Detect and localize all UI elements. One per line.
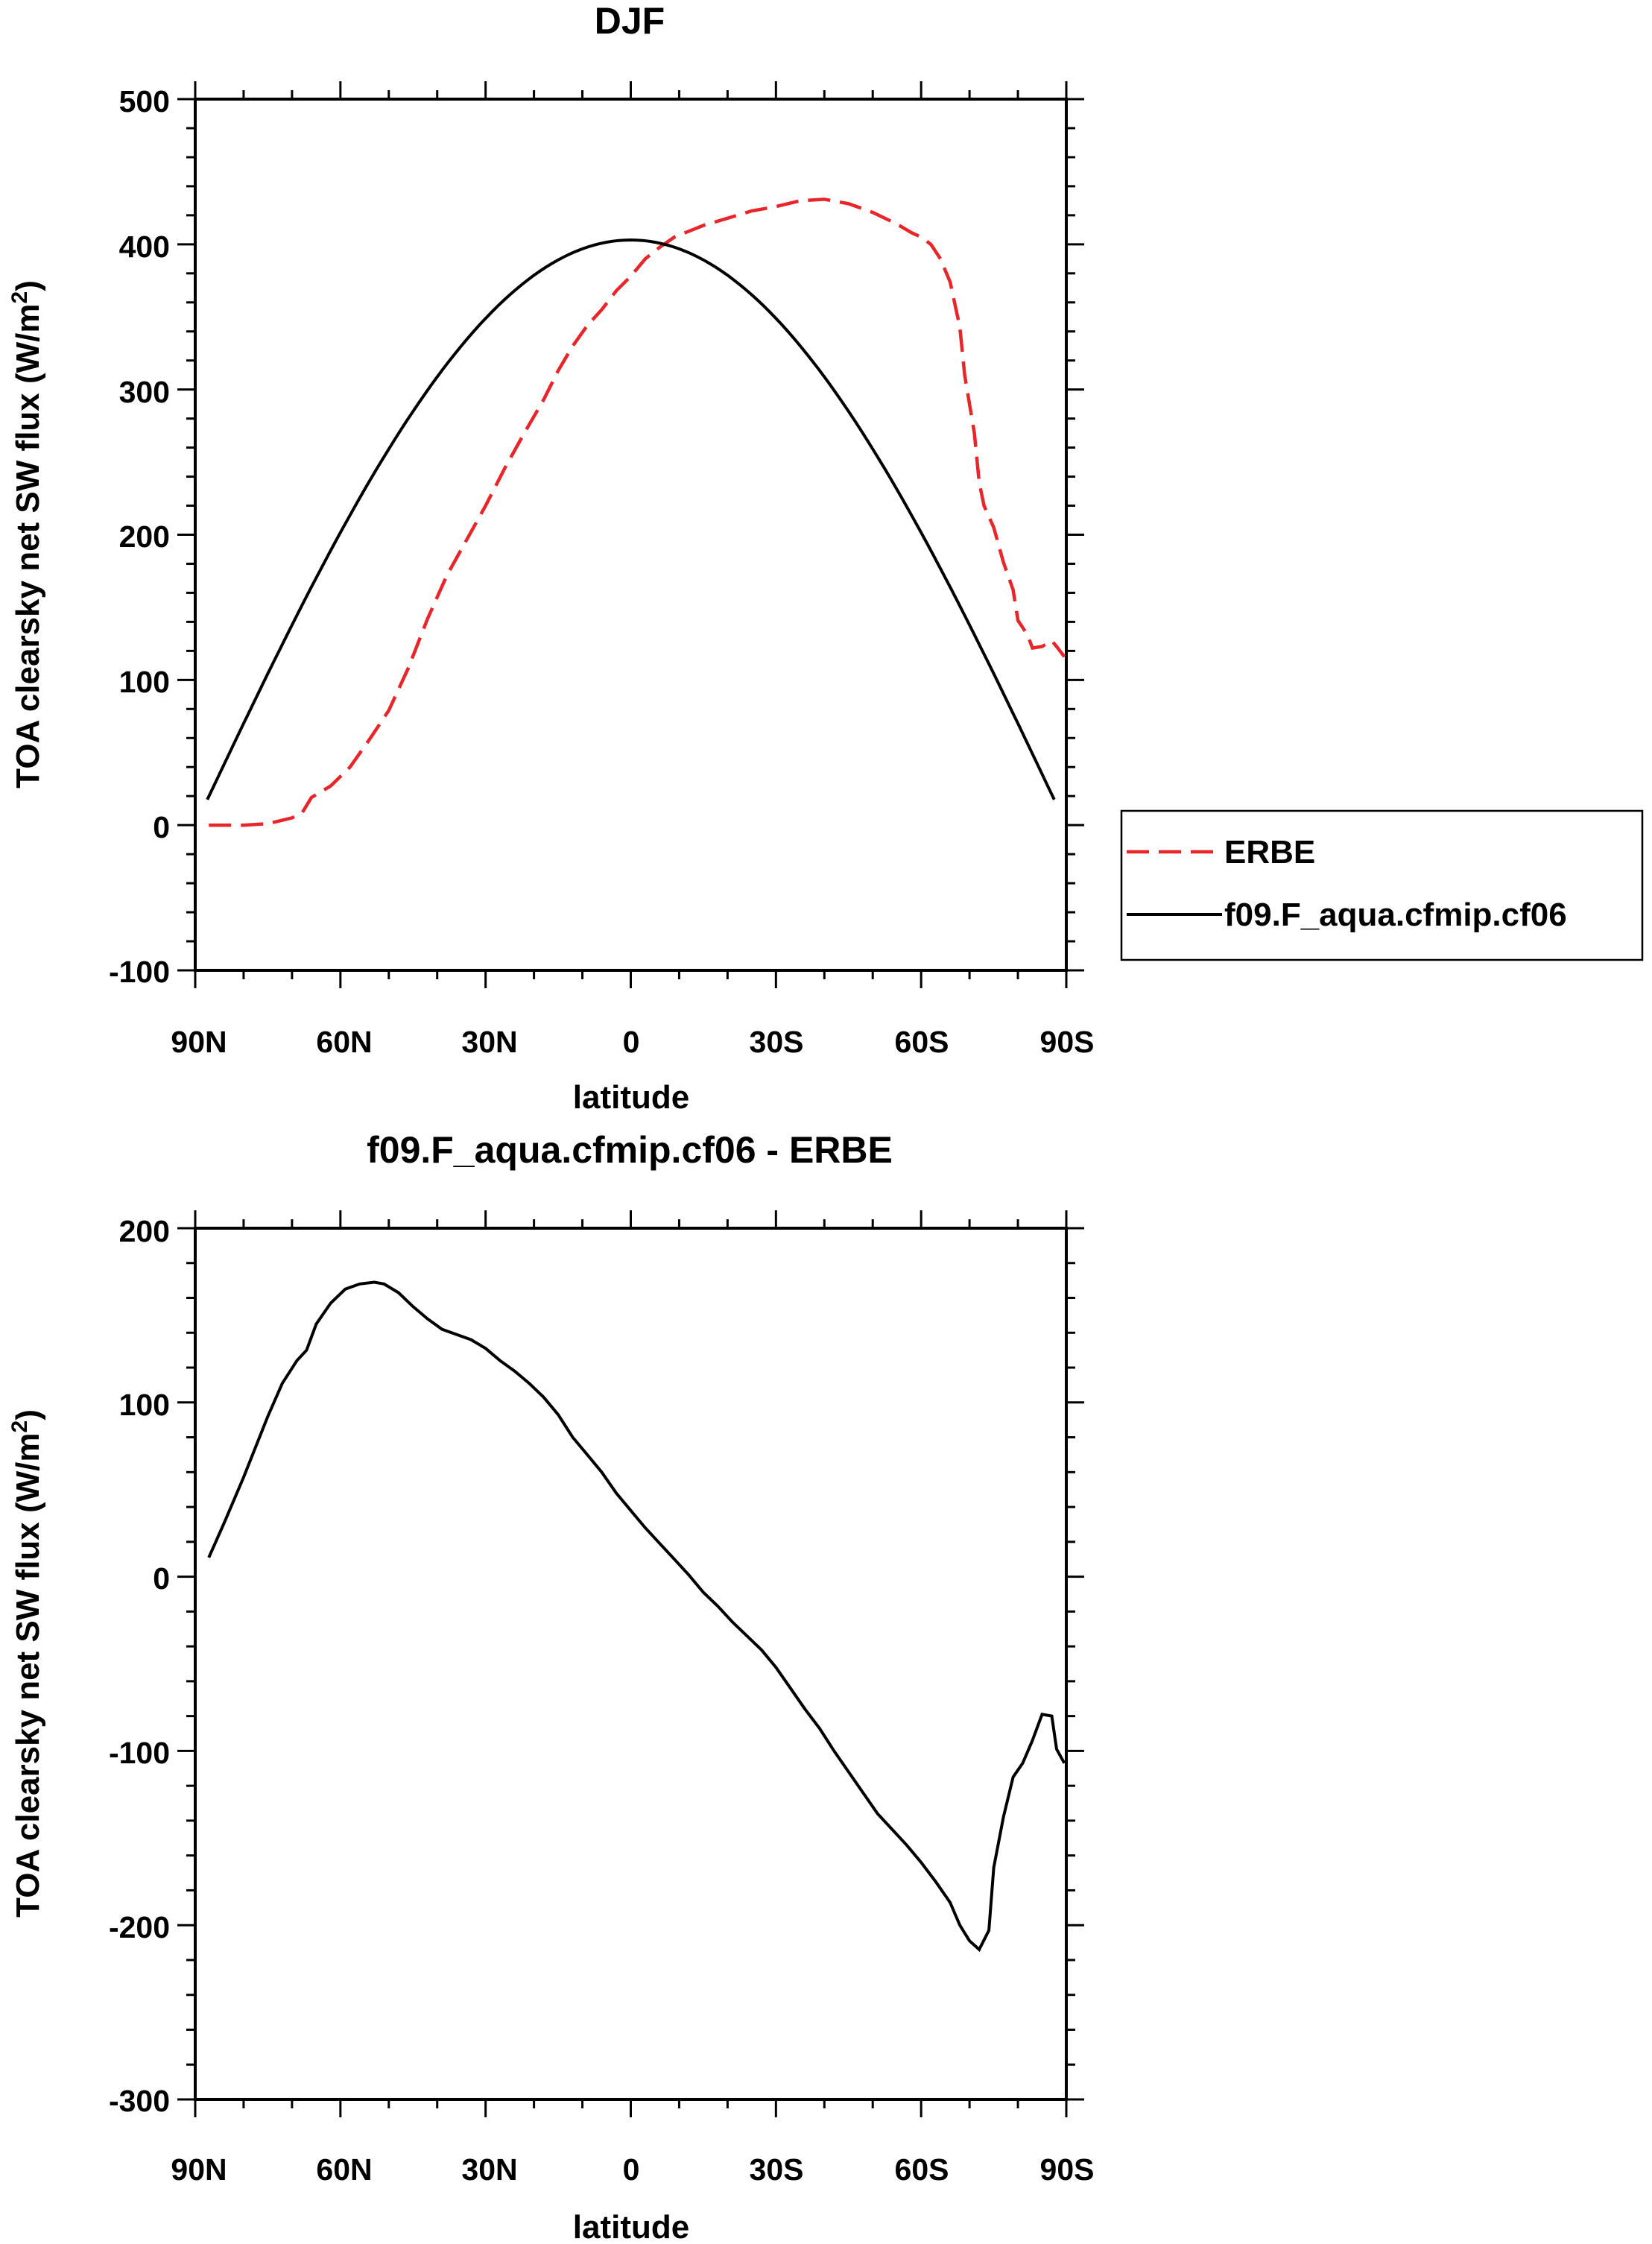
panel-djf-x-tick-labels: 90N 60N 30N 0 30S 60S 90S <box>171 1025 1094 1059</box>
panel-difference-ticks <box>177 1210 1084 2117</box>
panel-djf-series <box>206 197 1066 827</box>
panel-difference-plot-frame <box>194 1227 1068 2101</box>
x-tick-label: 90S <box>1040 2152 1095 2187</box>
y-tick-label: 500 <box>119 84 170 118</box>
y-axis-title-main: TOA clearsky net SW flux (W/m <box>10 1432 46 1917</box>
panel-difference-y-tick-labels: 200 100 0 -100 -200 -300 <box>109 1214 170 2118</box>
legend-box <box>1120 809 1644 961</box>
legend-label-model: f09.F_aqua.cfmip.cf06 <box>1224 897 1567 933</box>
y-tick-label: -200 <box>109 1910 170 1944</box>
y-tick-label: 0 <box>153 810 170 844</box>
panel-djf-ticks <box>177 81 1084 988</box>
series-line-difference <box>207 1280 1066 1953</box>
x-tick-label: 30N <box>461 2152 517 2187</box>
x-tick-label: 0 <box>623 1025 640 1059</box>
y-axis-title-sup: 2 <box>7 1420 32 1433</box>
y-tick-label: 300 <box>119 375 170 409</box>
x-tick-label: 0 <box>623 2152 640 2187</box>
panel-difference-y-axis-title: TOA clearsky net SW flux (W/m2) <box>7 1409 46 1918</box>
x-tick-label: 90S <box>1040 1025 1095 1059</box>
y-tick-label: -100 <box>109 955 170 989</box>
x-tick-label: 60S <box>895 1025 949 1059</box>
panel-difference: f09.F_aqua.cfmip.cf06 - ERBE 200 100 0 -… <box>7 1129 1094 2244</box>
series-line-model <box>206 238 1056 800</box>
panel-djf-title: DJF <box>595 0 665 42</box>
y-tick-label: -300 <box>109 2084 170 2118</box>
y-tick-label: 100 <box>119 665 170 699</box>
x-tick-label: 60N <box>316 2152 372 2187</box>
x-tick-label: 90N <box>171 1025 227 1059</box>
y-tick-label: 200 <box>119 1214 170 1248</box>
x-tick-label: 60S <box>895 2152 949 2187</box>
panel-djf-plot-frame <box>194 98 1068 972</box>
x-tick-label: 30S <box>750 1025 804 1059</box>
y-axis-title-close: ) <box>10 280 46 291</box>
y-tick-label: 200 <box>119 519 170 554</box>
x-tick-label: 60N <box>316 1025 372 1059</box>
y-tick-label: 0 <box>153 1561 170 1596</box>
legend: ERBE f09.F_aqua.cfmip.cf06 <box>1120 809 1644 961</box>
y-tick-label: 400 <box>119 230 170 264</box>
y-tick-label: -100 <box>109 1736 170 1770</box>
legend-label-erbe: ERBE <box>1224 834 1315 870</box>
panel-difference-x-tick-labels: 90N 60N 30N 0 30S 60S 90S <box>171 2152 1094 2187</box>
x-tick-label: 30N <box>461 1025 517 1059</box>
panel-djf-x-axis-title: latitude <box>573 1079 689 1116</box>
y-axis-title-close: ) <box>10 1409 46 1420</box>
panel-djf-y-axis-title: TOA clearsky net SW flux (W/m2) <box>7 280 46 788</box>
y-axis-title-sup: 2 <box>7 291 32 304</box>
panel-djf-y-tick-labels: 500 400 300 200 100 0 -100 <box>109 84 170 989</box>
panel-difference-x-axis-title: latitude <box>573 2209 689 2244</box>
panel-difference-series <box>207 1280 1066 1953</box>
series-line-erbe <box>209 197 1066 827</box>
x-tick-label: 30S <box>750 2152 804 2187</box>
y-tick-label: 100 <box>119 1388 170 1422</box>
panel-djf: DJF 500 400 300 200 100 0 -100 90N 60N 3… <box>7 0 1094 1116</box>
y-axis-title-main: TOA clearsky net SW flux (W/m <box>10 303 46 788</box>
x-tick-label: 90N <box>171 2152 227 2187</box>
panel-difference-title: f09.F_aqua.cfmip.cf06 - ERBE <box>367 1129 893 1171</box>
